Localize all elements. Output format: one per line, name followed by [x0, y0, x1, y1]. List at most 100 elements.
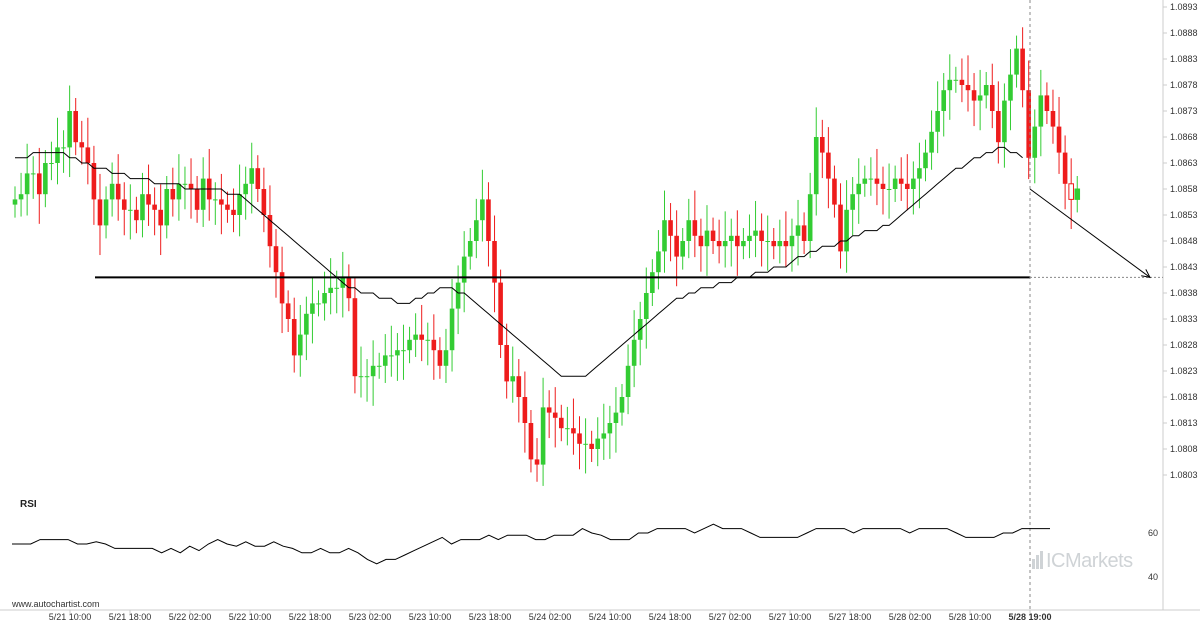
candle-body	[1062, 152, 1068, 184]
time-tick-label: 5/24 18:00	[649, 612, 692, 622]
price-tick-label: 1.0808	[1170, 444, 1198, 454]
time-tick-label: 5/21 18:00	[109, 612, 152, 622]
candle-body	[109, 183, 115, 200]
candle-body	[188, 183, 194, 189]
price-tick-label: 1.0803	[1170, 470, 1198, 480]
candle-body	[631, 339, 637, 366]
candle-body	[425, 339, 431, 341]
candle-body	[498, 282, 503, 345]
candle-body	[1038, 95, 1044, 127]
candle-body	[504, 345, 509, 382]
candle-body	[613, 412, 619, 423]
candle-body	[965, 85, 971, 91]
candle-body	[30, 173, 36, 175]
candle-body	[510, 376, 516, 382]
price-tick-label: 1.0858	[1170, 184, 1198, 194]
candle-body	[898, 178, 904, 184]
candle-body	[783, 241, 789, 247]
rsi-tick-label: 60	[1148, 528, 1158, 538]
time-tick-label: 5/24 10:00	[589, 612, 632, 622]
price-tick-label: 1.0818	[1170, 392, 1198, 402]
candle-body	[480, 199, 485, 221]
candle-body	[1020, 48, 1025, 91]
candle-body	[929, 131, 934, 153]
candle-body	[322, 293, 327, 304]
candle-body	[801, 225, 807, 241]
candle-body	[55, 147, 60, 163]
rsi-panel	[12, 523, 1050, 565]
candle-body	[650, 272, 655, 293]
candle-body	[486, 199, 491, 241]
candle-body	[826, 152, 831, 179]
candle-body	[243, 183, 248, 195]
time-tick-label: 5/22 18:00	[289, 612, 332, 622]
time-tick-label: 5/27 18:00	[829, 612, 872, 622]
candle-body	[431, 339, 437, 351]
overlays	[15, 0, 1163, 610]
candle-body	[97, 199, 103, 226]
candle-body	[1026, 90, 1031, 158]
candle-body	[103, 199, 109, 226]
candle-body	[662, 220, 667, 252]
candle-body	[370, 365, 376, 377]
candle-body	[261, 189, 267, 215]
watermark-icon	[1032, 551, 1044, 575]
candle-body	[164, 189, 170, 226]
candle-body	[492, 241, 497, 283]
candle-body	[67, 111, 72, 148]
axis-labels: 1.0893 1.0888 1.0883 1.0878 1.0873 1.0868 1.08…	[49, 2, 1198, 622]
candle-body	[36, 173, 42, 195]
candle-body	[552, 412, 558, 418]
rsi-line	[12, 523, 1050, 565]
candle-body	[1044, 95, 1050, 111]
candle-body	[376, 365, 382, 367]
candle-body	[146, 194, 151, 205]
time-tick-label: 5/27 10:00	[769, 612, 812, 622]
candle-body	[534, 459, 540, 465]
candle-body	[91, 163, 97, 200]
moving-average-line	[15, 146, 1023, 377]
candle-body	[310, 303, 315, 314]
candle-body	[753, 230, 758, 236]
candle-body	[789, 235, 795, 247]
candle-body	[583, 443, 588, 445]
candle-body	[134, 209, 139, 221]
candle-body	[297, 334, 303, 356]
candle-body	[838, 204, 843, 252]
candle-body	[540, 407, 546, 465]
candle-body	[334, 287, 340, 289]
candle-body	[868, 178, 874, 180]
candle-body	[911, 178, 916, 189]
candle-body	[874, 178, 880, 184]
candle-body	[358, 376, 364, 378]
candle-body	[1014, 48, 1019, 75]
candle-body	[219, 199, 224, 205]
candle-body	[850, 194, 855, 210]
candle-body	[49, 163, 54, 164]
candle-body	[795, 225, 801, 236]
candle-body	[352, 298, 358, 377]
candle-body	[474, 220, 479, 241]
candle-body	[194, 189, 200, 210]
candle-body	[844, 209, 849, 252]
candle-body	[467, 241, 473, 257]
candle-body	[170, 189, 176, 200]
price-tick-label: 1.0813	[1170, 418, 1198, 428]
candle-body	[231, 209, 236, 215]
candle-body	[941, 90, 947, 111]
time-tick-label: 5/24 02:00	[529, 612, 572, 622]
candle-body	[643, 293, 649, 319]
time-tick-label: 5/21 10:00	[49, 612, 92, 622]
rsi-title: RSI	[20, 499, 37, 510]
watermark: ICMarkets	[1032, 550, 1133, 575]
time-tick-label: 5/27 02:00	[709, 612, 752, 622]
candle-body	[625, 365, 631, 397]
candle-body	[364, 376, 370, 378]
candle-body	[759, 230, 764, 241]
price-tick-label: 1.0838	[1170, 288, 1198, 298]
candle-body	[747, 235, 752, 241]
time-tick-label: 5/28 19:00	[1008, 612, 1051, 622]
candle-body	[182, 183, 188, 185]
candle-body	[1032, 126, 1038, 158]
